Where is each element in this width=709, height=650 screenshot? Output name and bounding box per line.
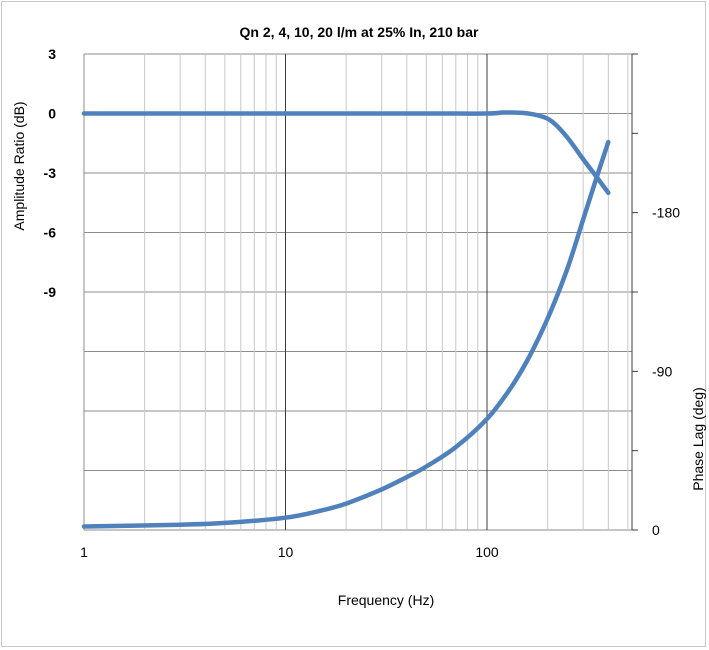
x-tick-label: 10	[278, 544, 294, 560]
right-tick-label: 0	[652, 522, 660, 538]
y-axis-label-left: Amplitude Ratio (dB)	[11, 101, 27, 230]
left-tick-label: -6	[44, 225, 57, 241]
left-tick-label: 0	[48, 106, 56, 122]
x-axis-label: Frequency (Hz)	[338, 592, 434, 608]
left-tick-label: -9	[44, 284, 57, 300]
right-tick-label: -90	[652, 363, 672, 379]
right-tick-label: -180	[652, 205, 680, 221]
x-tick-label: 1	[80, 544, 88, 560]
chart-title: Qn 2, 4, 10, 20 l/m at 25% In, 210 bar	[240, 24, 479, 40]
y-axis-label-right: Phase Lag (deg)	[690, 387, 706, 491]
left-tick-label: 3	[48, 46, 56, 62]
grid	[84, 53, 632, 531]
left-tick-label: -3	[44, 165, 57, 181]
tick-labels: 3 0 -3 -6 -9 -180 -90 0 1 10 100	[44, 46, 681, 560]
axes	[83, 53, 638, 531]
phase-line	[81, 139, 611, 529]
x-tick-label: 100	[475, 544, 499, 560]
series-lines	[81, 110, 611, 529]
amplitude-line	[81, 110, 611, 196]
